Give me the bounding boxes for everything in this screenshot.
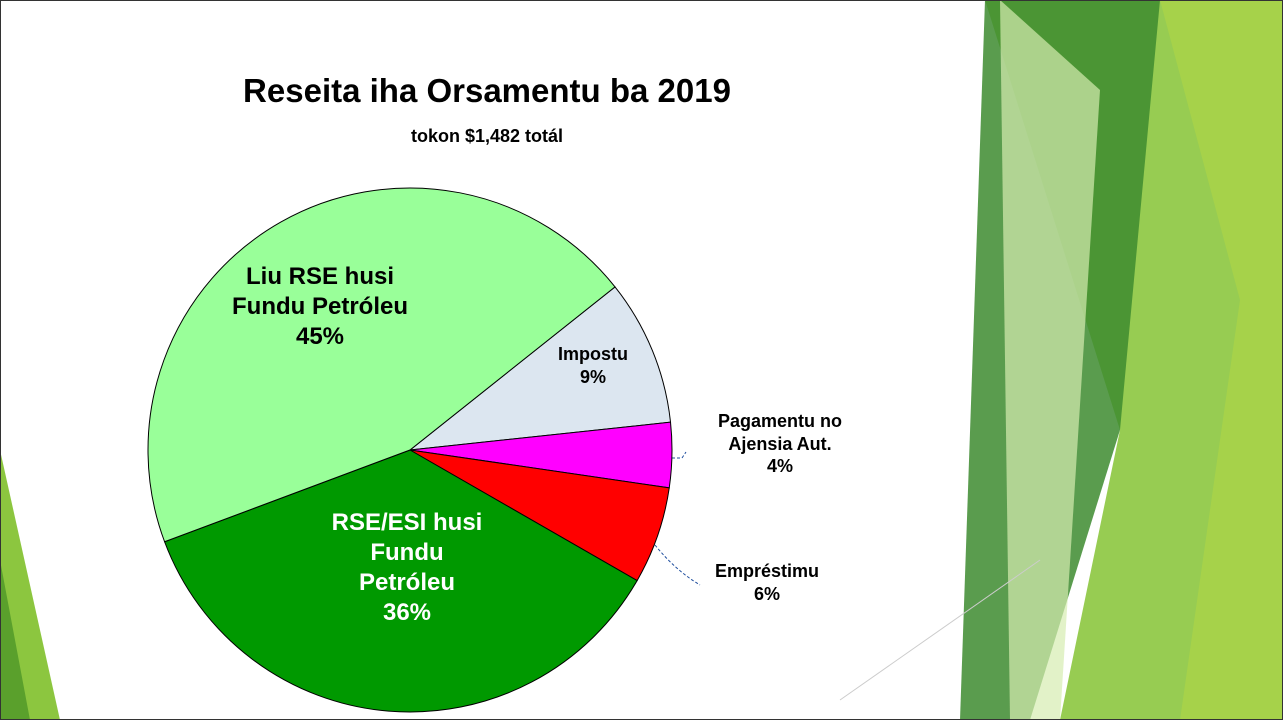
chart-subtitle: tokon $1,482 totál (411, 126, 563, 146)
value-label: 6% (753, 583, 780, 604)
value-label: 45% (295, 323, 345, 350)
category-label: Impostu (558, 344, 628, 364)
chart-title: Reseita iha Orsamentu ba 2019 (243, 72, 731, 109)
pie-slice (163, 449, 638, 713)
category-label: Pagamentu no Ajensia Aut. (717, 411, 843, 454)
slice-label: Impostu 9% (558, 343, 628, 388)
pie-slice (408, 286, 672, 451)
slice-label: Pagamentu no Ajensia Aut. 4% (718, 410, 842, 478)
category-label: Empréstimu (714, 561, 820, 581)
leader-line (672, 451, 687, 459)
pie-slice (147, 187, 616, 543)
category-label: Liu RSE husi Fundu Petróleu (232, 263, 408, 320)
slice-label: Empréstimu 6% (715, 560, 819, 605)
slice-label: RSE/ESI husi Fundu Petróleu 36% (332, 508, 483, 628)
value-label: 36% (382, 599, 432, 626)
pie (147, 187, 673, 713)
leader-line (654, 544, 701, 586)
value-label: 4% (766, 456, 794, 476)
slice-label: Liu RSE husi Fundu Petróleu 45% (232, 262, 408, 352)
category-label: RSE/ESI husi Fundu Petróleu (331, 509, 483, 596)
value-label: 9% (579, 366, 606, 387)
